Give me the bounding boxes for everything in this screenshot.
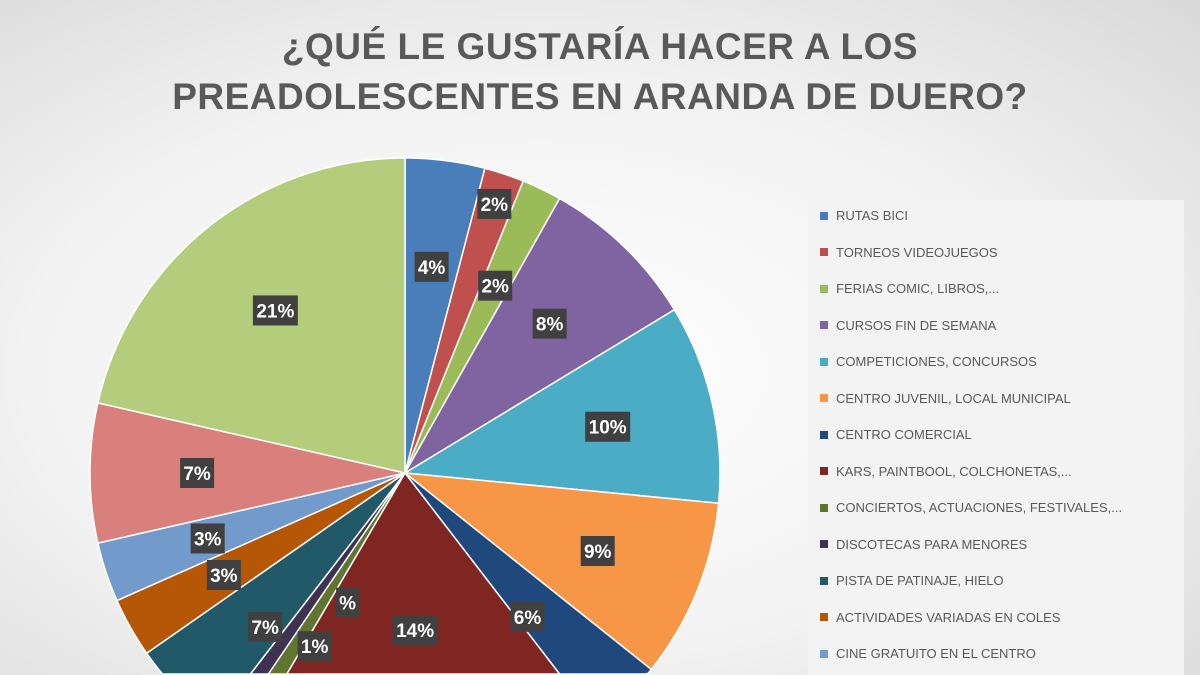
legend-swatch: [820, 248, 828, 256]
legend-swatch: [820, 467, 828, 475]
data-label: 8%: [532, 308, 567, 339]
data-label: 10%: [585, 411, 631, 442]
legend-label: KARS, PAINTBOOL, COLCHONETAS,...: [836, 463, 1072, 479]
data-label-text: 9%: [584, 542, 612, 563]
data-label-text: %: [339, 594, 356, 615]
data-label-text: 7%: [251, 618, 279, 639]
pie-slice: [89, 402, 406, 544]
legend-label: CURSOS FIN DE SEMANA: [836, 317, 997, 333]
legend-item: CENTRO JUVENIL, LOCAL MUNICIPAL: [820, 391, 1071, 406]
legend-swatch: [820, 357, 828, 366]
pie-slice: [404, 180, 561, 474]
data-label-text: 10%: [589, 418, 627, 439]
data-label: 3%: [206, 560, 241, 591]
data-label: %: [336, 587, 360, 618]
legend-item: FERIAS COMIC, LIBROS,...: [820, 281, 999, 296]
legend-label: RUTAS BICI: [836, 208, 908, 223]
data-label: 1%: [297, 631, 332, 662]
chart-title-line-1: ¿QUÉ LE GUSTARÍA HACER A LOS: [281, 26, 919, 67]
legend-swatch: [820, 394, 828, 402]
data-label-text: 3%: [194, 530, 222, 551]
legend-swatch: [820, 576, 828, 585]
data-label-text: 6%: [514, 608, 542, 629]
pie-slice: [96, 157, 406, 474]
pie-slice: [402, 308, 721, 505]
legend-swatch: [820, 613, 828, 621]
data-label-text: 2%: [481, 277, 509, 298]
pie-slice: [96, 472, 406, 602]
data-label-text: 4%: [418, 258, 446, 279]
data-label-text: 8%: [536, 315, 564, 336]
legend-item: COMPETICIONES, CONCURSOS: [820, 354, 1037, 369]
data-label-text: 21%: [256, 301, 294, 322]
legend-item: CONCIERTOS, ACTUACIONES, FESTIVALES,...: [820, 500, 1122, 515]
legend-label: CENTRO COMERCIAL: [836, 427, 972, 442]
legend-item: TORNEOS VIDEOJUEGOS: [820, 245, 998, 260]
pie-slice: [404, 472, 653, 675]
pie-slice: [115, 472, 406, 655]
data-label: 3%: [190, 523, 225, 554]
legend-item: DISCOTECAS PARA MENORES: [820, 537, 1027, 552]
legend-item: KARS, PAINTBOOL, COLCHONETAS,...: [820, 464, 1072, 479]
data-label: 6%: [510, 601, 545, 632]
data-label: 7%: [180, 458, 215, 488]
data-label: 2%: [478, 270, 513, 301]
legend-label: COMPETICIONES, CONCURSOS: [836, 354, 1037, 369]
legend-item: CINE GRATUITO EN EL CENTRO: [820, 646, 1036, 661]
data-label-text: 2%: [481, 195, 509, 216]
legend-item: CURSOS FIN DE SEMANA: [820, 318, 996, 333]
data-label: 7%: [248, 611, 283, 642]
legend-label: CENTRO JUVENIL, LOCAL MUNICIPAL: [836, 390, 1071, 406]
data-label-text: 7%: [183, 464, 211, 485]
legend-swatch: [820, 211, 828, 220]
legend: RUTAS BICI TORNEOS VIDEOJUEGOS FERIAS COMI…: [808, 200, 1184, 675]
data-label: 9%: [580, 536, 615, 567]
legend-item: ACTIVIDADES VARIADAS EN COLES: [820, 610, 1060, 625]
legend-swatch: [820, 649, 828, 658]
legend-label: FERIAS COMIC, LIBROS,...: [836, 281, 1000, 296]
pie-slice: [145, 472, 406, 675]
legend-label: CINE GRATUITO EN EL CENTRO: [836, 646, 1036, 661]
legend-label: CONCIERTOS, ACTUACIONES, FESTIVALES,...: [836, 500, 1123, 515]
legend-label: PISTA DE PATINAJE, HIELO: [836, 573, 1004, 588]
legend-swatch: [820, 430, 828, 439]
chart-title-line-2: PREADOLESCENTES EN ARANDA DE DUERO?: [172, 76, 1028, 117]
data-label-text: 1%: [301, 637, 329, 658]
data-label-text: 3%: [210, 566, 238, 587]
legend-label: DISCOTECAS PARA MENORES: [836, 536, 1028, 552]
legend-label: TORNEOS VIDEOJUEGOS: [836, 244, 998, 260]
legend-swatch: [820, 540, 828, 548]
legend-item: CENTRO COMERCIAL: [820, 427, 972, 442]
legend-label: ACTIVIDADES VARIADAS EN COLES: [836, 609, 1061, 625]
legend-item: RUTAS BICI: [820, 208, 908, 223]
legend-swatch: [820, 503, 828, 512]
data-label: 14%: [392, 615, 438, 646]
pie-slice: [404, 167, 525, 474]
data-label-text: 14%: [396, 621, 434, 642]
data-label: 4%: [414, 251, 449, 282]
legend-swatch: [820, 284, 828, 293]
pie-slice: [402, 472, 720, 671]
pie-slice: [285, 471, 562, 675]
data-label: 21%: [252, 295, 298, 326]
legend-item: PISTA DE PATINAJE, HIELO: [820, 573, 1004, 588]
data-label: 2%: [477, 188, 512, 219]
legend-swatch: [820, 321, 828, 329]
chart-title: ¿QUÉ LE GUSTARÍA HACER A LOS PREADOLESCE…: [0, 22, 1200, 122]
